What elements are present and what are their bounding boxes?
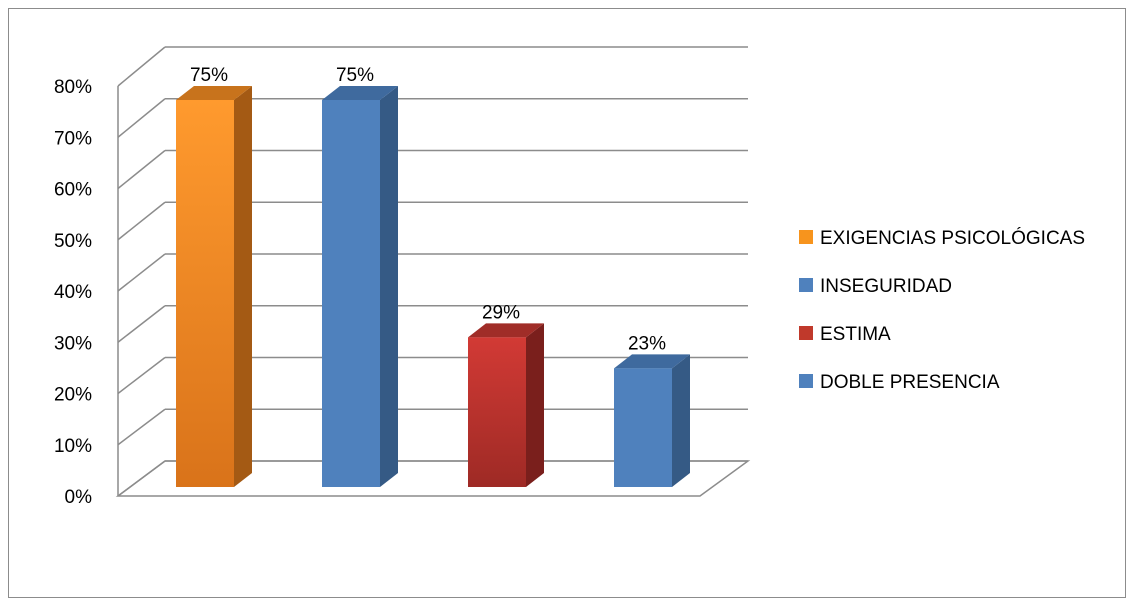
data-labels: 75% 75% 29% 23% [190, 65, 666, 354]
y-tick-label: 0% [65, 487, 93, 508]
legend-swatch [799, 374, 813, 388]
y-tick-label: 80% [54, 77, 92, 98]
bar-side [526, 323, 544, 487]
bar-top [614, 354, 690, 369]
gridline-side [117, 98, 166, 138]
gridline-side [117, 46, 166, 87]
bar [468, 337, 526, 487]
gridline-side [117, 305, 166, 343]
legend-label: EXIGENCIAS PSICOLÓGICAS [820, 227, 1085, 249]
legend-label: INSEGURIDAD [820, 276, 952, 297]
bar-side [380, 86, 398, 487]
bar [176, 100, 234, 487]
y-tick-label: 30% [54, 333, 92, 354]
bars [176, 86, 690, 487]
gridline-side [117, 356, 166, 395]
y-tick-label: 70% [54, 128, 92, 149]
bar-top [468, 323, 544, 338]
gridline-side [117, 149, 166, 190]
legend-swatch [799, 278, 813, 292]
bar-side [672, 354, 690, 487]
bar [614, 368, 672, 487]
y-tick-label: 50% [54, 231, 92, 252]
data-label: 23% [628, 333, 666, 354]
gridline-side [117, 253, 166, 292]
gridline-side [117, 408, 166, 446]
y-tick-label: 60% [54, 180, 92, 201]
legend-label: DOBLE PRESENCIA [820, 372, 1000, 393]
legend-swatch [799, 326, 813, 340]
bar [322, 100, 380, 487]
gridline-side [117, 201, 166, 241]
data-label: 29% [482, 302, 520, 323]
data-label: 75% [190, 65, 228, 86]
y-tick-label: 40% [54, 282, 92, 303]
gridline-side [117, 460, 166, 497]
y-tick-label: 10% [54, 436, 92, 457]
bar-top [322, 86, 398, 100]
legend: EXIGENCIAS PSICOLÓGICAS INSEGURIDAD ESTIMA… [799, 227, 1085, 393]
y-tick-label: 20% [54, 385, 92, 406]
legend-swatch [799, 230, 813, 244]
data-label: 75% [336, 65, 374, 86]
bar-top [176, 86, 252, 100]
y-axis-ticks: 0% 10% 20% 30% 40% 50% 60% 70% 80% [54, 77, 92, 508]
legend-label: ESTIMA [820, 324, 891, 345]
bar-side [234, 86, 252, 487]
